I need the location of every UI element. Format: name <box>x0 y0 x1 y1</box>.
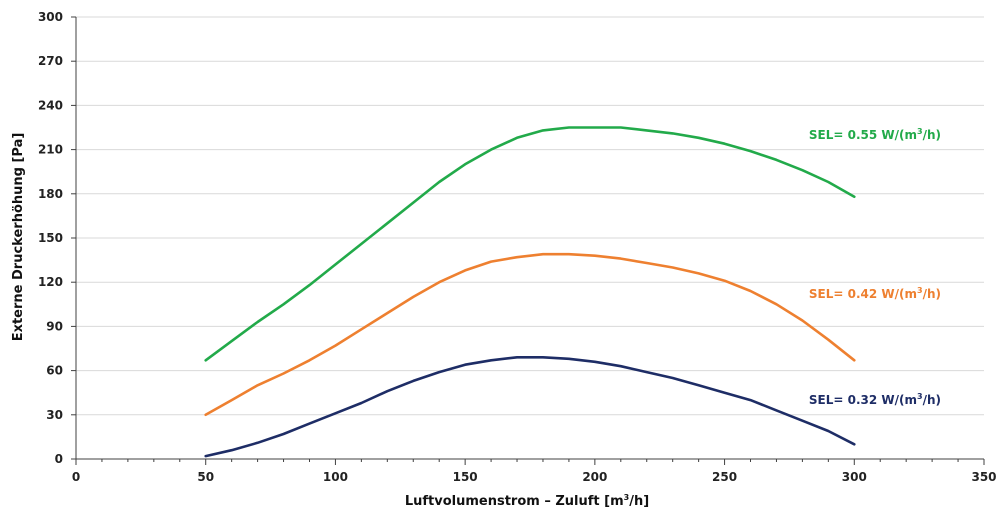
series-labels: SEL= 0.55 W/(m3/h) SEL= 0.42 W/(m3/h) SEL=… <box>809 127 941 407</box>
y-tick-label: 90 <box>46 319 63 333</box>
axes <box>71 16 985 465</box>
y-axis-title: Externe Druckerhöhung [Pa] <box>11 133 26 342</box>
x-tick-label: 150 <box>453 470 478 484</box>
y-tick-label: 210 <box>38 143 63 157</box>
series-lines <box>204 126 856 458</box>
y-tick-label: 150 <box>38 231 63 245</box>
x-tick-label: 100 <box>323 470 348 484</box>
y-tick-labels: 0 30 60 90 120 150 180 210 240 270 300 <box>38 10 63 466</box>
series-line-2 <box>204 252 856 417</box>
x-tick-label: 350 <box>971 470 996 484</box>
series-label-2: SEL= 0.42 W/(m3/h) <box>809 286 941 301</box>
y-tick-label: 300 <box>38 10 63 24</box>
y-tick-label: 120 <box>38 275 63 289</box>
y-tick-label: 180 <box>38 187 63 201</box>
x-tick-label: 250 <box>712 470 737 484</box>
y-tick-label: 240 <box>38 98 63 112</box>
x-tick-label: 300 <box>842 470 867 484</box>
y-tick-label: 0 <box>55 452 63 466</box>
x-tick-labels: 0 50 100 150 200 250 300 350 <box>72 470 996 484</box>
y-tick-label: 270 <box>38 54 63 68</box>
x-axis-title: Luftvolumenstrom – Zuluft [m3/h] <box>405 493 649 509</box>
series-label-1: SEL= 0.55 W/(m3/h) <box>809 127 941 142</box>
series-label-3: SEL= 0.32 W/(m3/h) <box>809 392 941 407</box>
grid-lines <box>76 16 984 416</box>
x-tick-label: 50 <box>197 470 214 484</box>
series-line-1 <box>204 126 856 362</box>
x-tick-label: 200 <box>582 470 607 484</box>
y-tick-label: 30 <box>46 408 63 422</box>
x-tick-label: 0 <box>72 470 80 484</box>
y-tick-label: 60 <box>46 364 63 378</box>
series-line-3 <box>204 355 856 458</box>
